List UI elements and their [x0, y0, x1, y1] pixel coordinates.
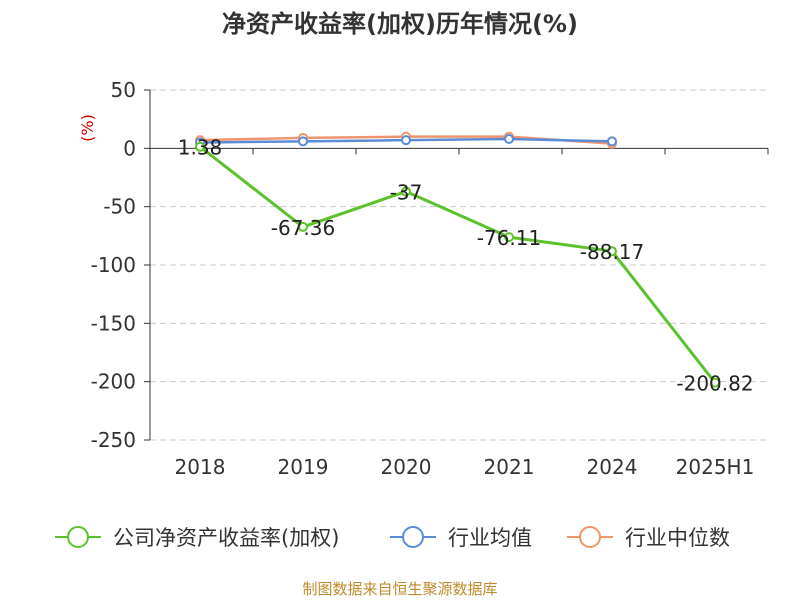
x-tick-label: 2024 [587, 455, 638, 479]
legend-label: 公司净资产收益率(加权) [113, 526, 339, 550]
x-tick-label: 2021 [484, 455, 535, 479]
legend-label: 行业中位数 [625, 526, 730, 550]
x-tick-label: 2025H1 [676, 455, 755, 479]
y-tick-label: -100 [91, 253, 136, 277]
legend-marker [402, 526, 424, 548]
y-unit-label: (%) [78, 114, 97, 142]
legend-marker [67, 526, 89, 548]
data-label: -67.36 [271, 216, 335, 240]
data-label: -37 [390, 181, 423, 205]
source-note: 制图数据来自恒生聚源数据库 [302, 580, 497, 598]
series-point [298, 221, 308, 232]
y-tick-label: 0 [123, 136, 136, 160]
series-point [195, 141, 205, 152]
y-tick-label: -50 [103, 195, 136, 219]
data-labels: 1.38 -67.36 -37 -76.11 -88.17 -200.82 [178, 136, 754, 396]
series-point [401, 186, 411, 197]
series-point [298, 136, 308, 147]
y-tick-label: -150 [91, 311, 136, 335]
series-point [504, 134, 514, 144]
data-label: 1.38 [178, 136, 223, 160]
series-point [607, 136, 617, 147]
legend-label: 行业均值 [448, 526, 532, 550]
x-tick-label: 2019 [278, 455, 329, 479]
axes: 50 0 -50 -100 -150 -200 -250 2018 2019 2020 2021 20… [91, 78, 769, 479]
series-point [401, 135, 411, 146]
series-point [710, 377, 720, 388]
series-point [504, 232, 514, 243]
series-point [607, 246, 617, 257]
y-tick-label: -200 [91, 370, 136, 394]
x-tick-label: 2020 [381, 455, 432, 479]
x-tick-label: 2018 [175, 455, 226, 479]
series-lines [195, 131, 720, 388]
legend: 公司净资产收益率(加权) 行业均值 行业中位数 [55, 526, 730, 550]
chart-title: 净资产收益率(加权)历年情况(%) [222, 10, 578, 38]
data-label: -76.11 [477, 226, 541, 250]
data-label: -200.82 [676, 372, 753, 396]
y-tick-label: -250 [91, 428, 136, 452]
grid [150, 89, 768, 441]
series-line [199, 145, 717, 384]
legend-marker [579, 526, 601, 548]
data-label: -88.17 [580, 240, 644, 264]
y-tick-label: 50 [111, 78, 136, 102]
